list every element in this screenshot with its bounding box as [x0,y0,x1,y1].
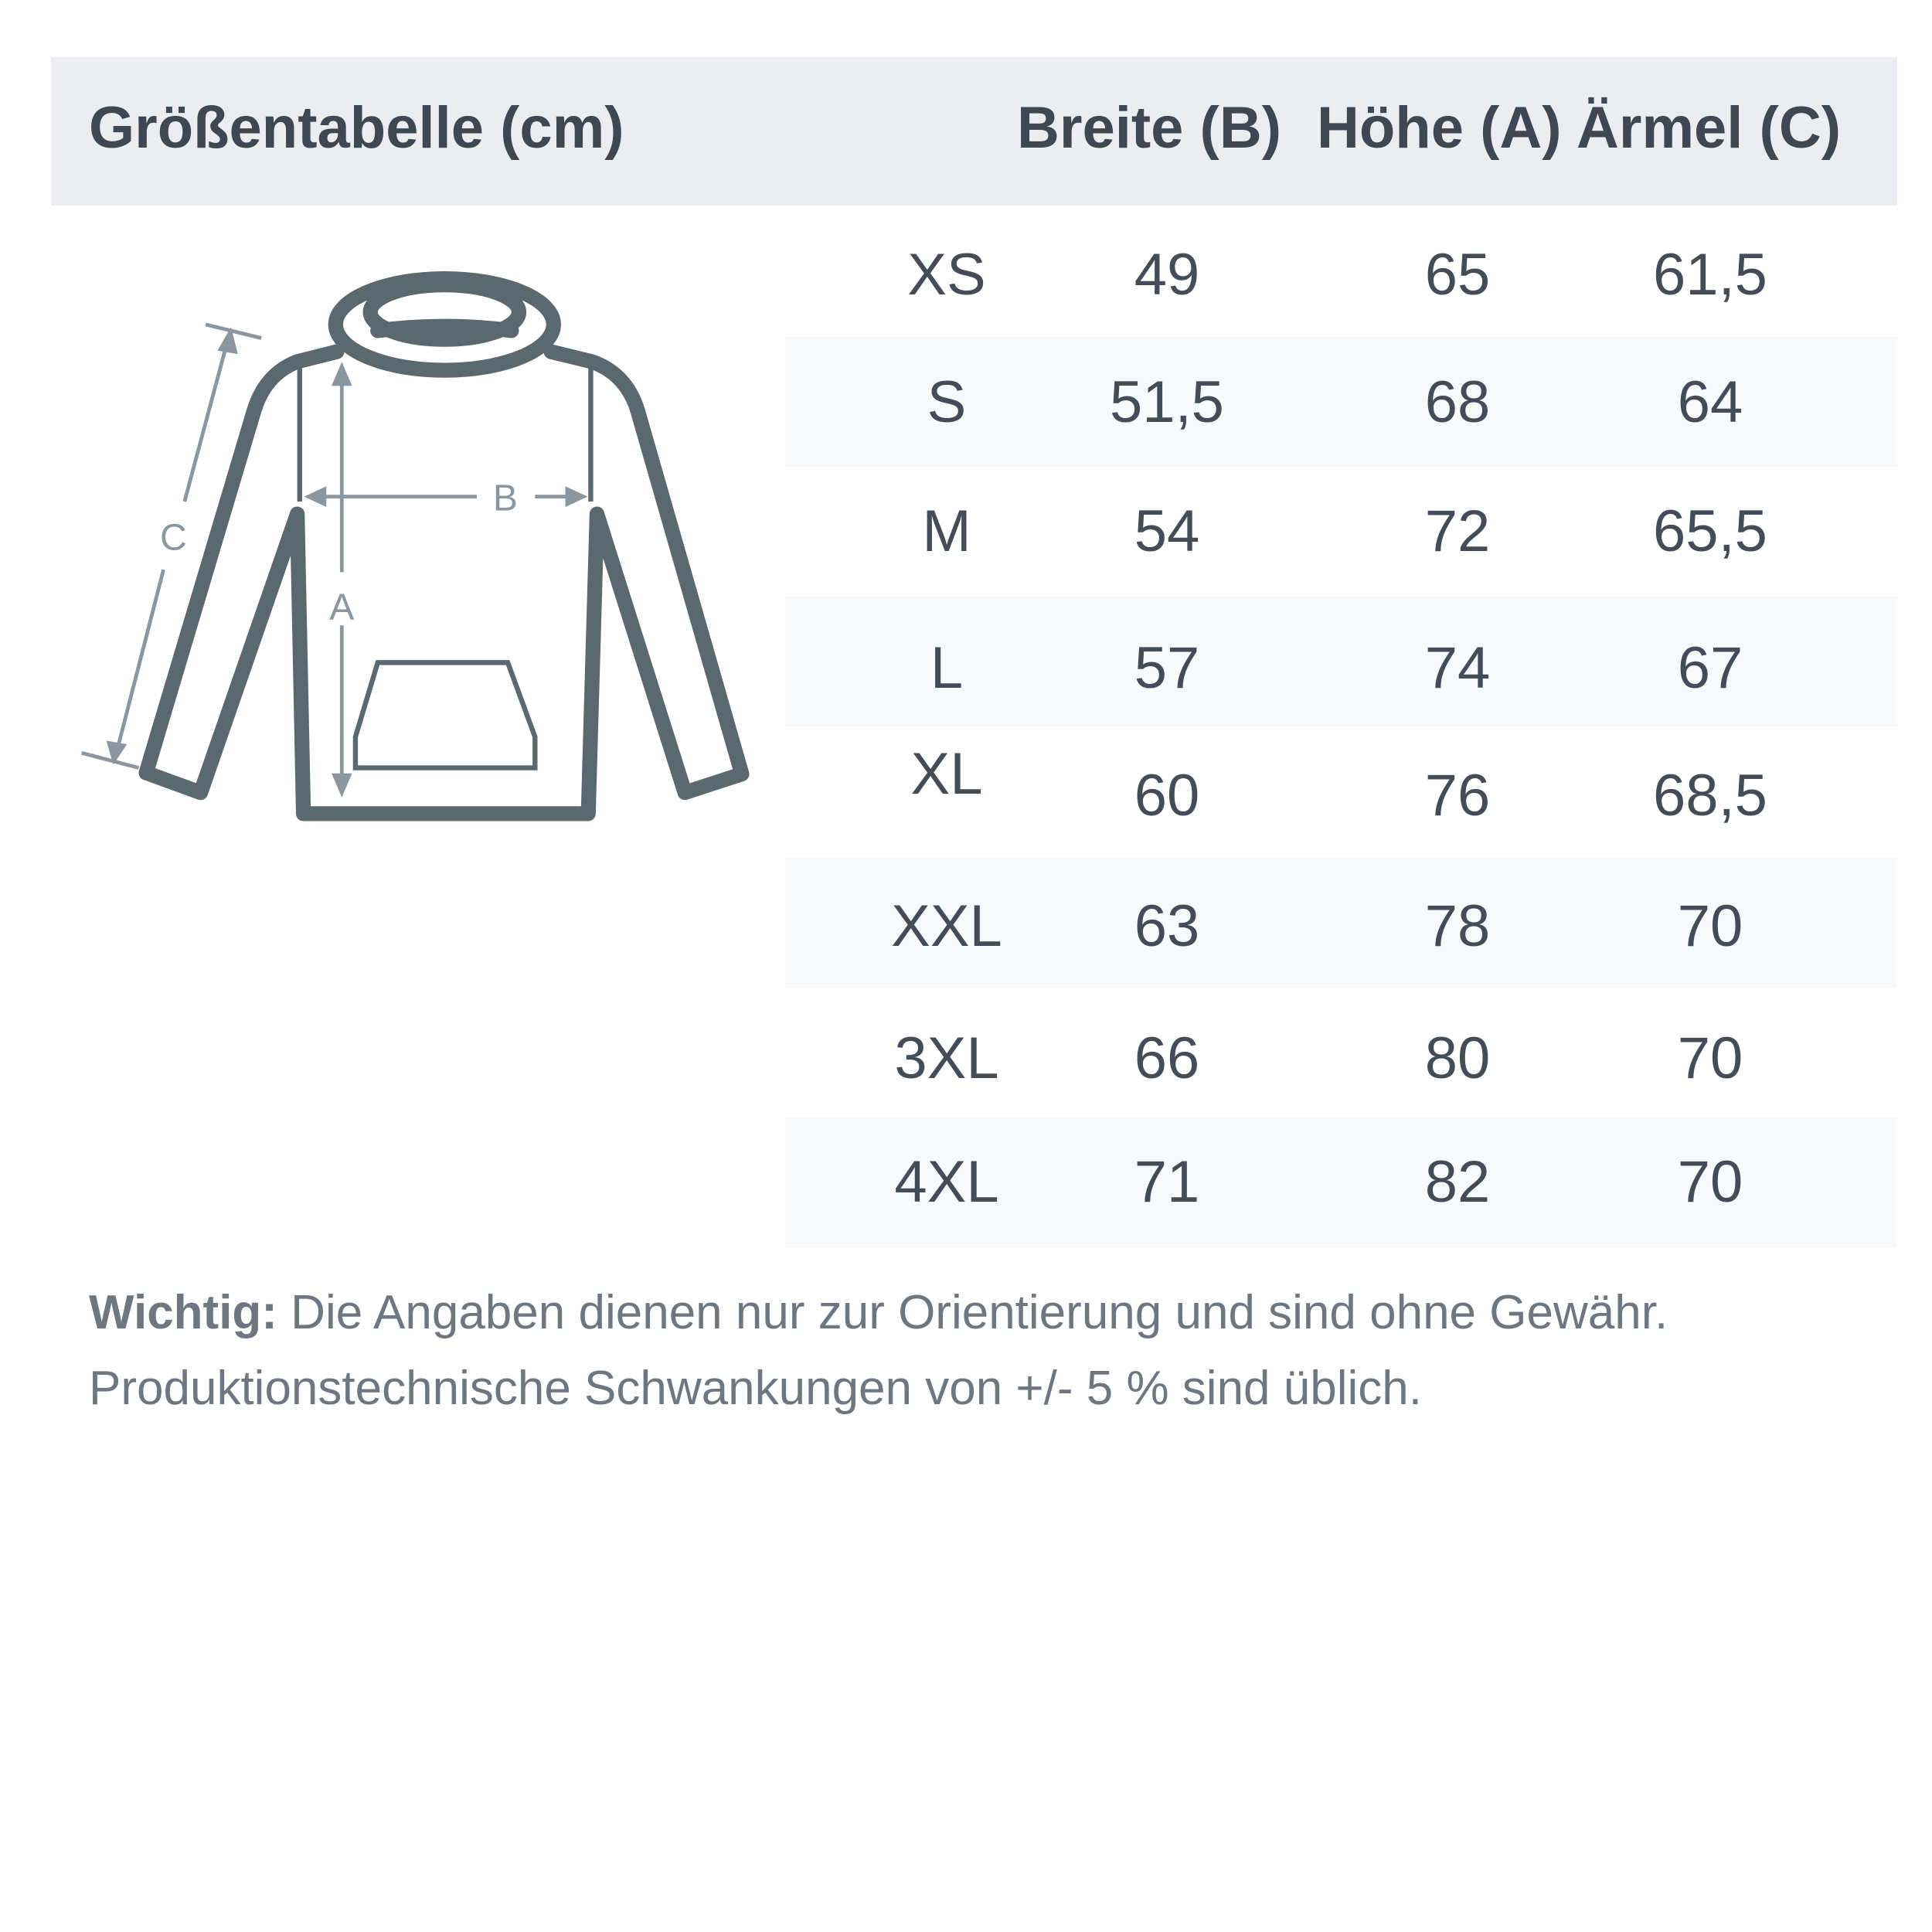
cell-size: XS [907,242,986,308]
cell-breite: 49 [1134,242,1200,308]
cell-breite: 71 [1134,1149,1200,1215]
note-line-1: Wichtig: Die Angaben dienen nur zur Orie… [89,1289,1668,1337]
row-stripe [785,597,1897,726]
note-bold: Wichtig: [89,1286,277,1339]
page-title: Größentabelle (cm) [89,95,624,161]
cell-aermel: 64 [1677,369,1743,435]
cell-size: 3XL [894,1026,999,1091]
cell-hoehe: 82 [1424,1149,1491,1215]
label-a: A [329,586,354,628]
cell-hoehe: 76 [1424,763,1491,828]
cell-breite: 63 [1134,893,1200,959]
hoodie-outline [138,344,750,821]
cell-breite: 51,5 [1110,369,1224,435]
cell-size: XL [910,741,983,807]
row-stripe [785,859,1897,988]
cell-breite: 57 [1134,635,1200,701]
note-text: Die Angaben dienen nur zur Orientierung … [277,1286,1668,1339]
cell-aermel: 70 [1677,893,1743,959]
cell-hoehe: 72 [1424,498,1491,564]
cell-breite: 66 [1134,1026,1200,1091]
hood-inner [362,277,527,347]
row-stripe [785,1118,1897,1248]
column-header-aermel: Ärmel (C) [1577,95,1842,161]
cell-hoehe: 78 [1424,893,1491,959]
cell-hoehe: 65 [1424,242,1491,308]
cell-aermel: 68,5 [1653,763,1767,828]
table-header-band [51,57,1897,206]
cell-breite: 60 [1134,763,1200,828]
cell-size: XXL [891,893,1002,959]
column-header-hoehe: Höhe (A) [1317,95,1562,161]
cell-aermel: 70 [1677,1026,1743,1091]
cell-hoehe: 68 [1424,369,1491,435]
note-line-2: Produktionstechnische Schwankungen von +… [89,1362,1422,1415]
cell-aermel: 70 [1677,1149,1743,1215]
cell-aermel: 65,5 [1653,498,1767,564]
cell-size: 4XL [894,1149,999,1215]
label-c: C [160,517,187,559]
cell-size: S [927,369,967,435]
column-header-breite: Breite (B) [1017,95,1282,161]
pocket [352,660,538,770]
cell-hoehe: 74 [1424,635,1491,701]
cell-aermel: 67 [1677,635,1743,701]
cell-aermel: 61,5 [1653,242,1767,308]
cell-breite: 54 [1134,498,1200,564]
cell-hoehe: 80 [1424,1026,1491,1091]
cell-size: L [930,635,964,701]
cell-size: M [922,498,971,564]
row-stripe [785,337,1897,467]
label-b: B [493,477,518,519]
